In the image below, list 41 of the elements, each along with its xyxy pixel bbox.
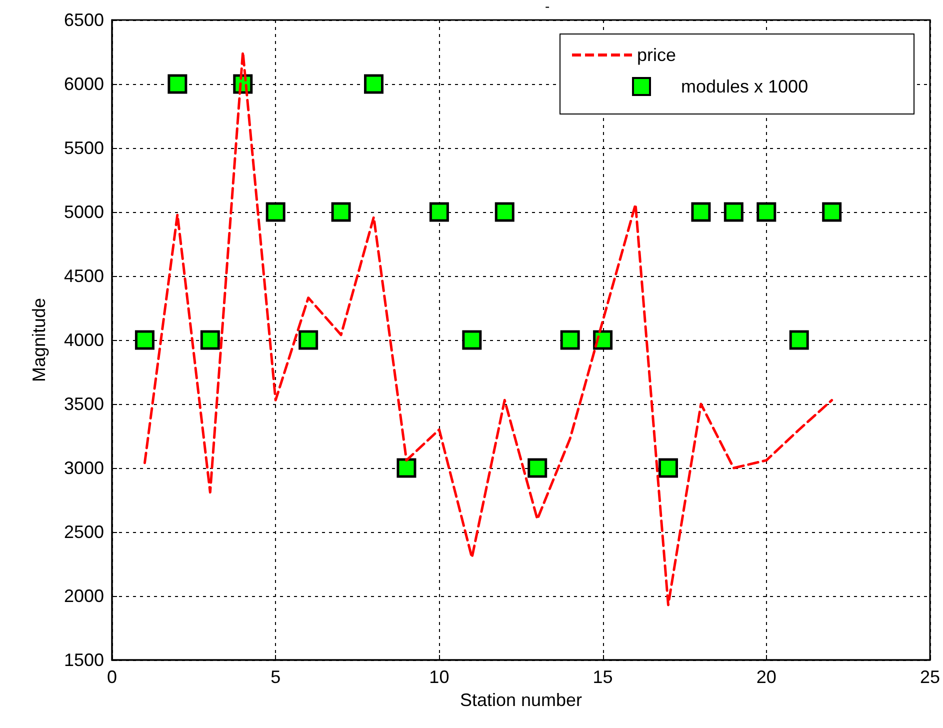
x-tick-label: 5 [270,667,281,687]
point [200,330,220,350]
point [462,330,482,350]
legend-label: modules x 1000 [681,76,808,96]
point [658,458,678,478]
y-tick-label: 2000 [64,586,104,606]
y-tick-label: 4500 [64,266,104,286]
x-tick-label: 20 [756,667,776,687]
point [691,202,711,222]
x-tick-label: 10 [429,667,450,687]
point [396,458,416,478]
point [168,74,188,94]
point [756,202,776,222]
y-tick-label: 3000 [64,458,104,478]
point [494,202,514,222]
point [134,330,154,350]
point [364,74,384,94]
x-tick-label: 25 [920,667,940,687]
x-axis-title: Station number [460,690,582,710]
x-tick-label: 0 [106,667,118,687]
y-axis-title: Magnitude [29,298,49,382]
point [822,202,842,222]
point [560,330,580,350]
legend-label: price [637,45,676,65]
y-tick-label: 3500 [64,394,104,414]
y-tick-label: 5500 [64,138,104,158]
point [266,202,286,222]
point [298,330,318,350]
chart-title: - [545,0,550,14]
y-tick-label: 6500 [64,10,104,30]
point [331,202,351,222]
point [789,330,809,350]
point [429,202,449,222]
y-tick-label: 4000 [64,330,104,350]
point [528,458,548,478]
x-tick-label: 15 [592,667,613,687]
y-tick-label: 6000 [64,74,104,94]
y-tick-label: 1500 [64,650,104,670]
y-tick-label: 2500 [64,522,104,542]
point [724,202,744,222]
y-tick-label: 5000 [64,202,104,222]
